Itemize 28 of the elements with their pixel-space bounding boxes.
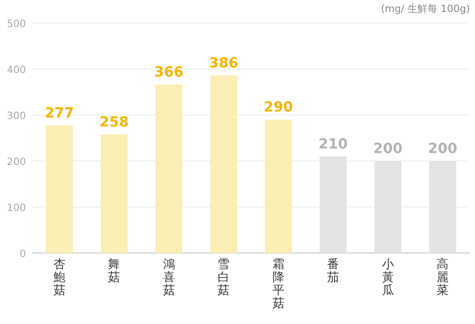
x-tick-label: 高麗菜 (436, 257, 449, 297)
bar (100, 134, 128, 253)
data-label: 277 (44, 106, 74, 122)
data-label: 366 (154, 64, 184, 81)
x-tick-label: 雪白菇 (218, 257, 230, 297)
bar (46, 126, 73, 253)
y-tick-label: 0 (20, 249, 26, 260)
bar (155, 84, 182, 253)
bar (264, 120, 292, 253)
x-tick-label: 番茄 (327, 257, 340, 284)
data-label: 200 (428, 141, 458, 157)
y-tick-label: 100 (6, 203, 26, 214)
x-tick-label: 小黃瓜 (382, 257, 394, 297)
data-label: 258 (100, 114, 129, 130)
y-tick-label: 300 (6, 111, 26, 122)
data-label: 210 (318, 136, 348, 152)
data-label: 200 (373, 141, 403, 157)
y-tick-label: 500 (6, 19, 26, 30)
text: (mg/ 生鮮每 100g) (380, 3, 470, 15)
x-tick-label: 霜降平菇 (272, 257, 284, 310)
x-tick-label: 舞菇 (108, 257, 120, 284)
bar (210, 75, 238, 253)
y-tick-label: 400 (6, 65, 26, 76)
data-label: 290 (264, 100, 294, 116)
x-tick-label: 鴻喜菇 (162, 257, 175, 297)
y-tick-label: 200 (6, 157, 26, 168)
x-tick-label: 杏鮑菇 (53, 257, 66, 297)
data-label: 386 (209, 55, 238, 72)
